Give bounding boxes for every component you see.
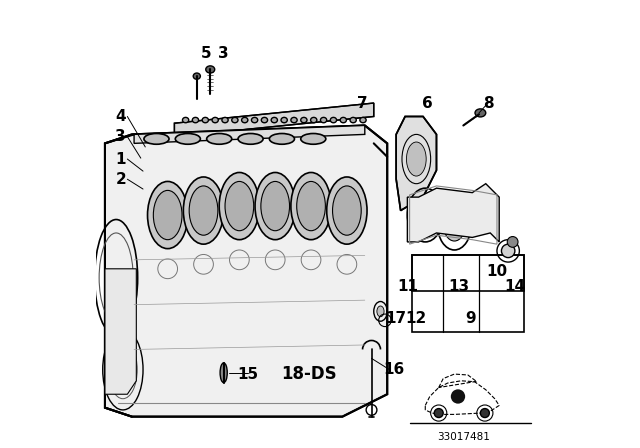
Ellipse shape [271, 117, 278, 123]
Ellipse shape [255, 172, 296, 240]
Polygon shape [136, 168, 340, 195]
Text: 10: 10 [486, 263, 508, 279]
Ellipse shape [138, 144, 148, 152]
Circle shape [508, 237, 518, 247]
Ellipse shape [301, 134, 326, 144]
Polygon shape [141, 159, 336, 179]
Ellipse shape [444, 207, 466, 241]
Text: 12: 12 [406, 310, 427, 326]
Ellipse shape [350, 117, 356, 123]
Circle shape [435, 409, 444, 418]
Ellipse shape [340, 117, 346, 123]
Ellipse shape [406, 142, 426, 176]
Circle shape [481, 409, 490, 418]
Ellipse shape [232, 117, 238, 123]
Text: 18-DS: 18-DS [281, 365, 337, 383]
Ellipse shape [261, 117, 268, 123]
Ellipse shape [212, 117, 218, 123]
Text: 7: 7 [357, 95, 368, 111]
Text: 11: 11 [397, 279, 418, 294]
Text: 1: 1 [115, 151, 126, 167]
Ellipse shape [219, 172, 260, 240]
Ellipse shape [184, 177, 224, 244]
Ellipse shape [330, 117, 337, 123]
Ellipse shape [193, 73, 200, 79]
Polygon shape [407, 184, 499, 242]
Circle shape [502, 244, 515, 258]
Ellipse shape [202, 117, 209, 123]
Ellipse shape [238, 134, 263, 144]
Circle shape [451, 389, 465, 404]
Ellipse shape [310, 117, 317, 123]
Text: 13: 13 [448, 279, 470, 294]
Text: 16: 16 [383, 362, 404, 377]
Ellipse shape [327, 177, 367, 244]
Text: 33017481: 33017481 [437, 432, 490, 442]
Polygon shape [139, 148, 336, 168]
Ellipse shape [297, 181, 325, 231]
Ellipse shape [222, 117, 228, 123]
Text: 8: 8 [483, 95, 493, 111]
Ellipse shape [291, 117, 297, 123]
Ellipse shape [261, 181, 289, 231]
Text: 3: 3 [218, 46, 229, 61]
Ellipse shape [206, 66, 215, 73]
Ellipse shape [269, 134, 294, 144]
Text: 9: 9 [465, 310, 476, 326]
Text: 15: 15 [237, 366, 259, 382]
Bar [412, 255, 524, 332]
Text: 4: 4 [115, 109, 126, 124]
Ellipse shape [154, 190, 182, 240]
Polygon shape [396, 116, 436, 211]
Ellipse shape [252, 117, 258, 123]
Ellipse shape [360, 117, 366, 123]
Ellipse shape [148, 181, 188, 249]
Text: 2: 2 [115, 172, 126, 187]
Ellipse shape [207, 134, 232, 144]
Ellipse shape [377, 306, 384, 317]
Text: 6: 6 [422, 95, 433, 111]
Ellipse shape [175, 134, 200, 144]
Ellipse shape [193, 117, 198, 123]
Polygon shape [174, 103, 374, 137]
Ellipse shape [220, 363, 227, 383]
Polygon shape [105, 269, 136, 394]
Ellipse shape [413, 197, 437, 233]
Ellipse shape [321, 117, 326, 123]
Polygon shape [105, 125, 387, 417]
Ellipse shape [144, 134, 169, 144]
Ellipse shape [281, 117, 287, 123]
Text: 17: 17 [385, 310, 407, 326]
Ellipse shape [225, 181, 253, 231]
Ellipse shape [475, 109, 486, 117]
Ellipse shape [291, 172, 332, 240]
Text: 14: 14 [504, 279, 525, 294]
Ellipse shape [242, 117, 248, 123]
Ellipse shape [189, 186, 218, 235]
Text: 3: 3 [115, 129, 126, 144]
Ellipse shape [333, 186, 361, 235]
Bar [412, 255, 524, 291]
Ellipse shape [182, 117, 189, 123]
Ellipse shape [301, 117, 307, 123]
Ellipse shape [138, 155, 148, 163]
Polygon shape [134, 125, 365, 143]
Text: 5: 5 [200, 46, 211, 61]
